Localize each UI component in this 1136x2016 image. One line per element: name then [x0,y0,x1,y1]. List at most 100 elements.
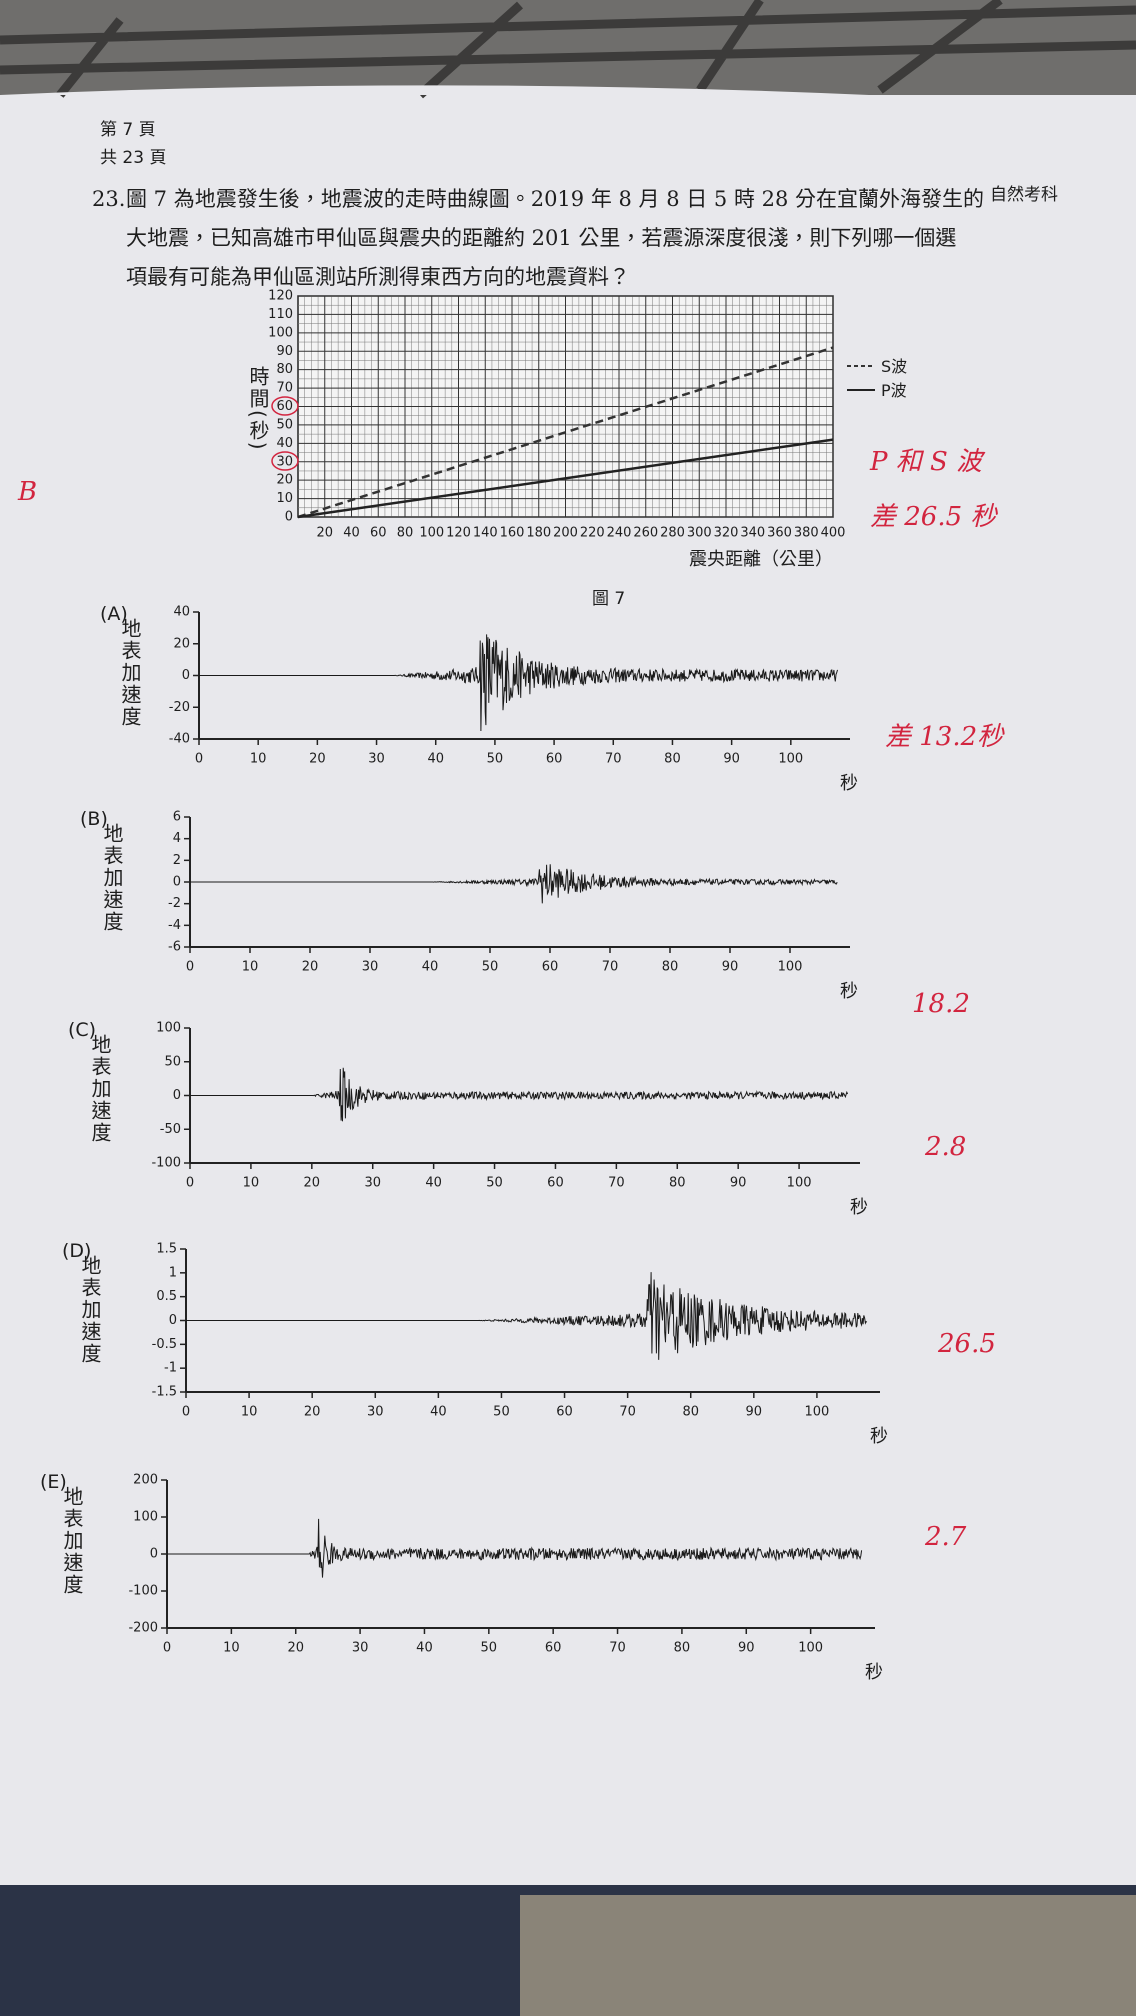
y-tick-label: 0 [173,875,181,890]
x-tick-label: 0 [182,1405,190,1420]
y-tick-label: -2 [168,896,181,911]
x-tick-label: 80 [674,1641,691,1656]
legend-label: P波 [881,381,907,400]
y-tick-label: -1 [164,1361,177,1376]
y-tick-label: 6 [173,810,181,825]
waveform [186,1272,868,1360]
x-tick-label: 100 [787,1176,812,1191]
y-tick-label: 60 [276,399,293,414]
x-tick-label: 60 [546,752,563,767]
x-tick-label: 260 [633,526,658,541]
handwritten-note: 26.5 [937,1329,996,1359]
x-tick-label: 30 [367,1405,384,1420]
x-tick-label: 30 [364,1176,381,1191]
waveform [190,1067,849,1122]
x-tick-label: 50 [481,1641,498,1656]
x-axis-label: 秒 [870,1426,888,1447]
question-line: 項最有可能為甲仙區測站所測得東西方向的地震資料？ [126,265,630,289]
x-tick-label: 10 [242,960,259,975]
y-tick-label: 2 [173,853,181,868]
y-tick-label: 20 [173,636,190,651]
x-tick-label: 90 [723,752,740,767]
page-total: 共 23 頁 [100,148,166,168]
y-tick-label: 1 [169,1265,177,1280]
handwritten-note: 2.8 [924,1132,966,1162]
y-tick-label: 100 [133,1510,158,1525]
question-number: 23. [92,187,125,211]
y-tick-label: 0 [173,1088,181,1103]
x-tick-label: 380 [794,526,819,541]
x-tick-label: 180 [526,526,551,541]
x-tick-label: 80 [682,1405,699,1420]
x-tick-label: 60 [547,1176,564,1191]
paper-edge [0,85,1136,110]
x-tick-label: 60 [556,1405,573,1420]
y-tick-label: 50 [164,1054,181,1069]
y-tick-label: 0 [169,1313,177,1328]
y-tick-label: 200 [133,1473,158,1488]
y-tick-label: 40 [276,436,293,451]
y-tick-label: 100 [268,325,293,340]
y-tick-label: 0 [182,668,190,683]
y-tick-label: 20 [276,473,293,488]
x-tick-label: 30 [352,1641,369,1656]
x-tick-label: 70 [609,1641,626,1656]
x-tick-label: 90 [738,1641,755,1656]
series-line [297,346,834,519]
x-tick-label: 90 [722,960,739,975]
y-tick-label: -0.5 [152,1337,177,1352]
y-axis-label: 時間(秒) [246,366,270,452]
x-tick-label: 160 [500,526,525,541]
subject: 自然考科 [990,185,1058,205]
x-tick-label: 70 [619,1405,636,1420]
x-tick-label: 60 [542,960,559,975]
x-tick-label: 90 [746,1405,763,1420]
handwritten-answer: B [17,477,37,507]
x-tick-label: 100 [798,1641,823,1656]
x-tick-label: 340 [740,526,765,541]
x-tick-label: 300 [687,526,712,541]
y-tick-label: 4 [173,831,181,846]
handwritten-note: 2.7 [924,1522,967,1552]
x-tick-label: 0 [163,1641,171,1656]
y-tick-label: 40 [173,605,190,620]
handwritten-note: 18.2 [912,989,970,1019]
option-label: (C) [68,1019,96,1041]
y-tick-label: 1.5 [156,1242,177,1257]
x-tick-label: 60 [545,1641,562,1656]
x-tick-label: 0 [195,752,203,767]
option-label: (D) [62,1240,91,1262]
handwritten-circle [271,396,299,416]
option-label: (E) [40,1471,67,1493]
x-tick-label: 50 [482,960,499,975]
x-tick-label: 10 [243,1176,260,1191]
question-line: 大地震，已知高雄市甲仙區與震央的距離約 201 公里，若震源深度很淺，則下列哪一… [126,226,956,250]
y-tick-label: 80 [276,362,293,377]
y-axis-label: 地表加速度 [78,1255,102,1365]
handwritten-note: P 和 S 波 [869,447,986,477]
y-axis-label: 地表加速度 [88,1034,112,1144]
x-tick-label: 40 [343,526,360,541]
x-tick-label: 10 [250,752,267,767]
handwritten-circle [271,451,299,471]
y-tick-label: 0 [150,1547,158,1562]
y-tick-label: 0 [285,510,293,525]
x-axis-label: 秒 [840,773,858,794]
y-tick-label: 90 [276,344,293,359]
y-tick-label: 120 [268,289,293,304]
y-tick-label: 0.5 [156,1289,177,1304]
y-tick-label: -50 [160,1122,181,1137]
option-label: (B) [80,808,108,830]
x-tick-label: 50 [487,752,504,767]
y-axis-label: 地表加速度 [60,1486,84,1596]
x-tick-label: 240 [607,526,632,541]
legend-label: S波 [881,357,907,376]
x-tick-label: 70 [608,1176,625,1191]
x-axis-label: 秒 [865,1662,883,1683]
y-tick-label: -4 [168,918,181,933]
x-tick-label: 20 [302,960,319,975]
y-tick-label: 30 [276,454,293,469]
x-axis-label: 秒 [850,1197,868,1218]
